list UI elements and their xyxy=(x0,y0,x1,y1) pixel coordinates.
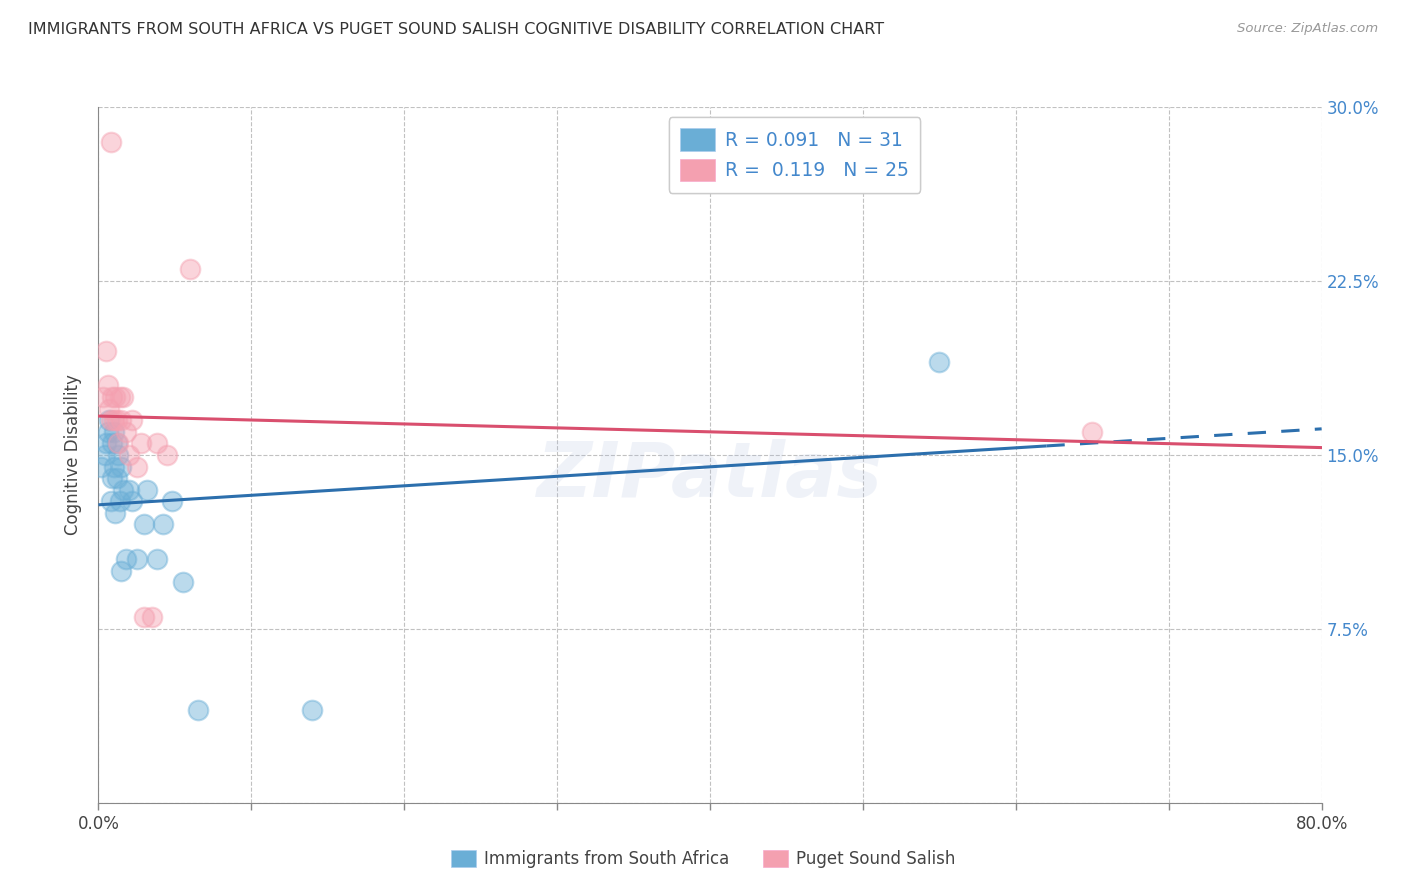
Point xyxy=(179,262,201,277)
Point xyxy=(156,448,179,462)
Point xyxy=(97,378,120,392)
Point xyxy=(91,390,114,404)
Point xyxy=(187,703,209,717)
Point xyxy=(125,459,148,474)
Point xyxy=(100,413,122,427)
Point xyxy=(100,494,122,508)
Point xyxy=(98,401,121,416)
Point xyxy=(107,436,129,450)
Point xyxy=(97,425,120,439)
Y-axis label: Cognitive Disability: Cognitive Disability xyxy=(65,375,83,535)
Point xyxy=(172,575,194,590)
Point xyxy=(111,483,134,497)
Point xyxy=(1081,425,1104,439)
Point xyxy=(110,564,132,578)
Point xyxy=(104,390,127,404)
Point xyxy=(121,413,143,427)
Point xyxy=(105,436,128,450)
Point xyxy=(94,343,117,358)
Point xyxy=(110,459,132,474)
Point xyxy=(90,459,112,474)
Point xyxy=(100,135,122,149)
Point xyxy=(108,390,131,404)
Point xyxy=(134,517,156,532)
Point xyxy=(110,413,132,427)
Point xyxy=(145,436,167,450)
Point xyxy=(301,703,323,717)
Text: IMMIGRANTS FROM SOUTH AFRICA VS PUGET SOUND SALISH COGNITIVE DISABILITY CORRELAT: IMMIGRANTS FROM SOUTH AFRICA VS PUGET SO… xyxy=(28,22,884,37)
Point xyxy=(141,610,163,624)
Point xyxy=(101,390,124,404)
Text: Source: ZipAtlas.com: Source: ZipAtlas.com xyxy=(1237,22,1378,36)
Point xyxy=(103,425,125,439)
Point xyxy=(98,413,121,427)
Point xyxy=(134,610,156,624)
Point xyxy=(105,413,128,427)
Point xyxy=(105,471,128,485)
Point xyxy=(125,552,148,566)
Point xyxy=(115,425,138,439)
Point xyxy=(108,494,131,508)
Point xyxy=(118,448,141,462)
Point xyxy=(111,390,134,404)
Point xyxy=(145,552,167,566)
Point xyxy=(136,483,159,497)
Point xyxy=(160,494,183,508)
Point xyxy=(152,517,174,532)
Point xyxy=(94,436,117,450)
Point xyxy=(93,448,115,462)
Point xyxy=(104,506,127,520)
Point xyxy=(928,355,950,369)
Point xyxy=(103,413,125,427)
Point xyxy=(107,448,129,462)
Legend: R = 0.091   N = 31, R =  0.119   N = 25: R = 0.091 N = 31, R = 0.119 N = 25 xyxy=(669,117,921,193)
Point xyxy=(101,471,124,485)
Point xyxy=(103,459,125,474)
Point xyxy=(101,436,124,450)
Point xyxy=(129,436,152,450)
Point xyxy=(115,552,138,566)
Point xyxy=(121,494,143,508)
Legend: Immigrants from South Africa, Puget Sound Salish: Immigrants from South Africa, Puget Soun… xyxy=(444,843,962,875)
Point xyxy=(118,483,141,497)
Text: ZIPatlas: ZIPatlas xyxy=(537,439,883,513)
